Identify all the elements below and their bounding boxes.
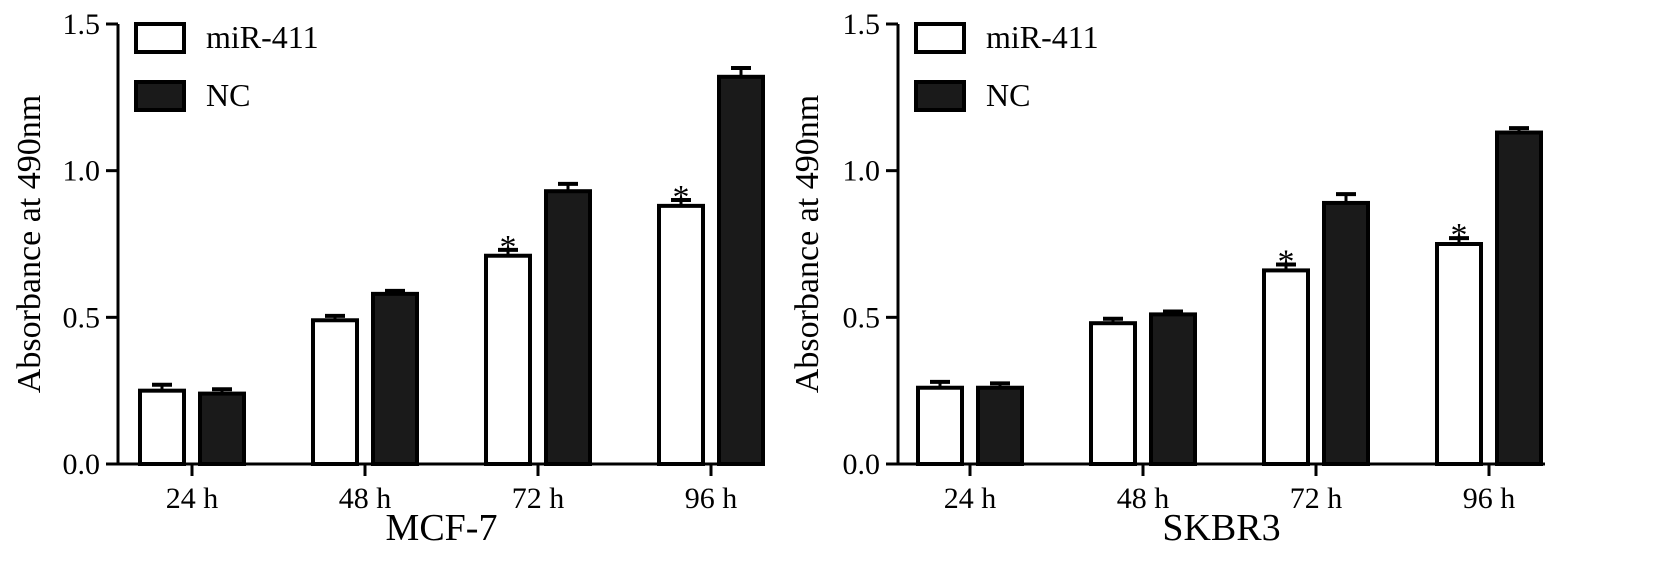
y-tick-label: 1.0 bbox=[843, 155, 881, 188]
y-tick-label: 0.0 bbox=[63, 448, 101, 481]
x-tick-label: 48 h bbox=[339, 482, 392, 515]
significance-star: * bbox=[1451, 217, 1468, 254]
legend-label: miR-411 bbox=[206, 19, 319, 55]
bar-mir-411 bbox=[916, 385, 964, 467]
x-tick-label: 72 h bbox=[512, 482, 565, 515]
bar-nc bbox=[1149, 312, 1197, 466]
legend-label: NC bbox=[986, 77, 1030, 113]
bar-nc bbox=[371, 291, 419, 466]
y-axis-title: Absorbance at 490nm bbox=[11, 95, 48, 393]
legend-label: NC bbox=[206, 77, 250, 113]
y-tick-label: 0.5 bbox=[843, 301, 881, 334]
x-tick-label: 24 h bbox=[166, 482, 219, 515]
bar-mir-411 bbox=[1435, 242, 1483, 466]
legend-label: miR-411 bbox=[986, 19, 1099, 55]
y-tick-label: 1.0 bbox=[63, 155, 101, 188]
x-tick-label: 72 h bbox=[1290, 482, 1343, 515]
bar-mir-411 bbox=[311, 318, 359, 466]
legend-swatch bbox=[914, 22, 966, 54]
bar-nc bbox=[717, 74, 765, 467]
legend-swatch bbox=[134, 80, 186, 112]
bar-nc bbox=[1495, 130, 1543, 467]
y-tick-label: 1.5 bbox=[63, 8, 101, 41]
bar-mir-411 bbox=[1262, 268, 1310, 466]
bar-nc bbox=[544, 189, 592, 466]
significance-star: * bbox=[673, 179, 690, 216]
y-tick-label: 0.0 bbox=[843, 448, 881, 481]
x-tick-label: 24 h bbox=[944, 482, 997, 515]
x-tick-label: 48 h bbox=[1117, 482, 1170, 515]
significance-star: * bbox=[1278, 244, 1295, 281]
bar-nc bbox=[198, 391, 246, 467]
bar-nc bbox=[976, 385, 1024, 467]
significance-star: * bbox=[500, 229, 517, 266]
x-axis-title: SKBR3 bbox=[1162, 507, 1280, 549]
bar-mir-411 bbox=[1089, 321, 1137, 467]
chart-panel-mcf-7: 0.0 0.5 1.0 1.5 24 h 48 h 72 h 96 h * * Absorbance… bbox=[11, 8, 765, 549]
bar-mir-411 bbox=[484, 253, 532, 466]
chart-panel-skbr3: 0.0 0.5 1.0 1.5 24 h 48 h 72 h 96 h * * Absorbance… bbox=[789, 8, 1545, 549]
bar-nc bbox=[1322, 200, 1370, 467]
y-tick-label: 1.5 bbox=[843, 8, 881, 41]
legend-swatch bbox=[134, 22, 186, 54]
x-tick-label: 96 h bbox=[685, 482, 738, 515]
bar-mir-411 bbox=[657, 203, 705, 466]
x-tick-label: 96 h bbox=[1463, 482, 1516, 515]
x-axis-title: MCF-7 bbox=[386, 507, 498, 549]
legend-swatch bbox=[914, 80, 966, 112]
y-axis-title: Absorbance at 490nm bbox=[789, 95, 826, 393]
y-tick-label: 0.5 bbox=[63, 301, 101, 334]
bar-mir-411 bbox=[138, 388, 186, 466]
